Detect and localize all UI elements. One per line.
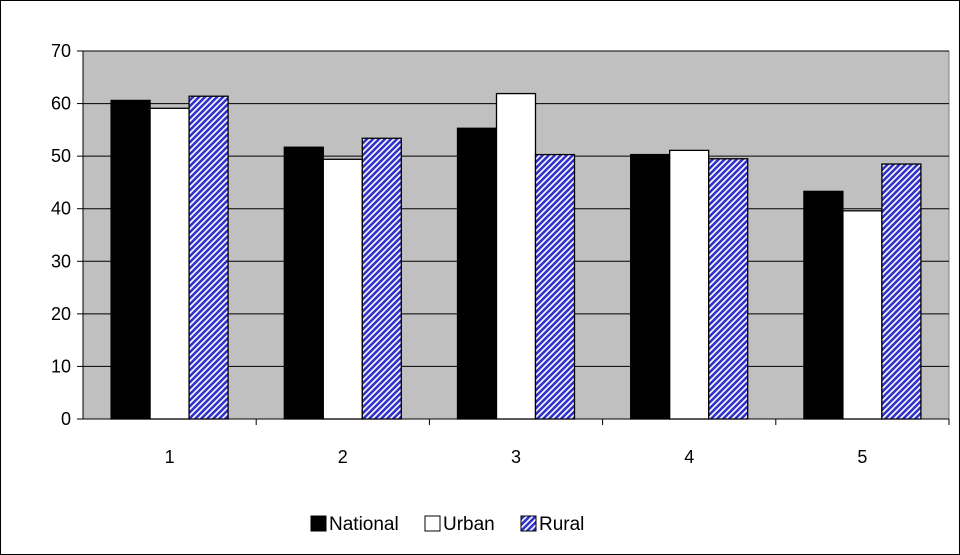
bar-rural-3: [534, 153, 576, 420]
bar-urban-2: [322, 158, 363, 420]
bar-national-5: [803, 190, 844, 420]
bar-urban-5: [842, 210, 883, 420]
y-tick-label: 70: [51, 41, 71, 61]
y-tick-label: 40: [51, 199, 71, 219]
legend-label-urban: Urban: [443, 514, 495, 535]
y-tick-label: 10: [51, 356, 71, 376]
bar-national-1: [110, 99, 151, 420]
x-tick-label: 4: [684, 447, 694, 467]
bar-rural-1: [188, 95, 229, 420]
legend: National Urban Rural: [310, 514, 584, 535]
bar-national-2: [283, 146, 324, 420]
legend-swatch-national: [310, 515, 327, 532]
x-tick-label: 1: [165, 447, 175, 467]
x-tick-label: 2: [338, 447, 348, 467]
y-tick-label: 50: [51, 146, 71, 166]
y-tick-label: 0: [61, 409, 71, 429]
bar-national-3: [456, 127, 498, 420]
legend-swatch-urban: [424, 515, 441, 532]
bar-urban-3: [495, 92, 537, 420]
plot-area: 0 10 20 30 40 50 60 70 1 2 3 4 5: [51, 41, 950, 467]
x-tick-label: 3: [511, 447, 521, 467]
bar-urban-4: [669, 149, 710, 420]
legend-label-rural: Rural: [539, 514, 584, 535]
bar-national-4: [630, 153, 671, 420]
legend-label-national: National: [329, 514, 399, 535]
x-tick-label: 5: [857, 447, 867, 467]
bar-urban-1: [149, 107, 190, 420]
bar-rural-2: [361, 137, 402, 420]
legend-swatch-rural: [520, 515, 537, 532]
y-tick-label: 60: [51, 94, 71, 114]
bar-rural-4: [708, 158, 749, 420]
y-tick-label: 20: [51, 304, 71, 324]
bar-rural-5: [881, 163, 922, 420]
y-tick-label: 30: [51, 251, 71, 271]
